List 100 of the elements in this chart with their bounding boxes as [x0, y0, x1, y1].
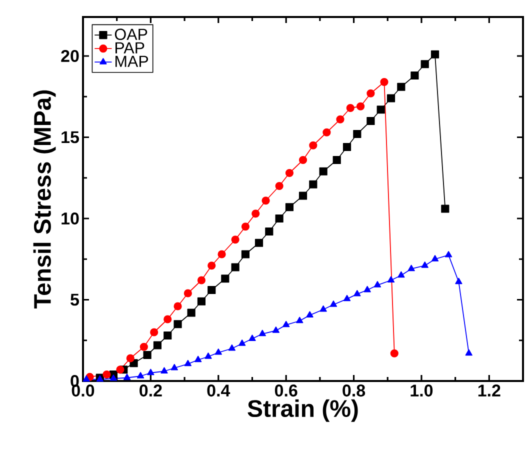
x-tick-label: 0.4: [207, 384, 230, 397]
point: [143, 350, 152, 360]
point: [164, 315, 172, 324]
point: [376, 106, 385, 114]
point: [238, 340, 246, 346]
point: [214, 348, 222, 355]
point: [309, 180, 318, 188]
point: [296, 316, 304, 324]
point: [174, 302, 182, 310]
point: [336, 115, 344, 124]
point: [136, 372, 144, 378]
point: [241, 222, 250, 231]
x-tick-label: 1.2: [478, 384, 500, 396]
point: [197, 297, 206, 306]
point: [380, 78, 388, 86]
point: [110, 374, 118, 381]
point: [275, 214, 284, 223]
point: [218, 250, 226, 258]
point: [187, 308, 196, 317]
point: [252, 210, 260, 218]
point: [298, 192, 308, 200]
point: [140, 342, 148, 351]
x-tick-label: 0.8: [342, 384, 366, 397]
point: [102, 370, 111, 379]
point: [262, 196, 270, 205]
point: [408, 264, 415, 272]
point: [322, 128, 331, 136]
point: [421, 262, 428, 268]
point: [170, 364, 178, 370]
point: [366, 89, 375, 98]
point: [431, 255, 439, 262]
point: [356, 102, 365, 110]
point: [353, 130, 362, 138]
point: [228, 344, 236, 351]
point: [126, 354, 134, 362]
point: [386, 94, 396, 102]
point: [174, 320, 182, 328]
point: [241, 250, 250, 258]
point: [160, 367, 168, 374]
point: [116, 366, 124, 374]
point: [320, 305, 327, 312]
point: [346, 104, 354, 112]
x-tick-label: 0.2: [140, 384, 162, 397]
point: [364, 286, 371, 292]
point: [398, 271, 405, 278]
point: [306, 311, 314, 318]
point: [366, 116, 375, 126]
x-axis-title: Strain (%): [248, 399, 358, 422]
legend-label: MAP: [115, 56, 148, 67]
point: [354, 290, 361, 296]
legend-label: PAP: [115, 42, 144, 54]
point: [150, 328, 158, 336]
point: [184, 360, 192, 366]
point: [194, 356, 202, 362]
point: [387, 276, 395, 282]
point: [248, 334, 256, 341]
point: [430, 50, 440, 58]
y-tick-label: 20: [61, 50, 79, 62]
point: [275, 182, 284, 190]
point: [374, 281, 382, 288]
point: [184, 289, 192, 298]
point: [231, 263, 240, 272]
point: [465, 349, 472, 356]
point: [164, 331, 172, 340]
legend-label: OAP: [114, 28, 148, 40]
x-tick-label: 0.0: [72, 384, 94, 397]
point: [390, 349, 398, 358]
point: [265, 227, 274, 236]
point: [343, 294, 351, 302]
point: [204, 352, 212, 359]
point: [455, 278, 462, 284]
point: [82, 375, 90, 382]
point: [285, 203, 294, 212]
point: [208, 262, 216, 270]
point: [258, 330, 266, 336]
point: [285, 168, 294, 178]
point: [272, 326, 280, 333]
point: [123, 374, 131, 380]
point: [332, 156, 341, 164]
point: [231, 236, 240, 244]
point: [441, 204, 450, 213]
point: [254, 238, 264, 247]
x-tick-label: 1.0: [410, 384, 433, 397]
y-tick-label: 15: [62, 131, 79, 144]
point: [197, 276, 206, 284]
point: [330, 300, 338, 307]
point: [298, 156, 308, 164]
y-axis-title: Tensil Stress (MPa): [33, 90, 56, 309]
point: [319, 167, 328, 176]
point: [309, 141, 318, 150]
y-tick-label: 5: [70, 294, 79, 306]
point: [342, 142, 352, 152]
point: [397, 82, 406, 91]
point: [221, 274, 230, 283]
point: [420, 60, 429, 68]
y-tick-label: 10: [62, 212, 79, 225]
point: [282, 320, 290, 328]
point: [208, 286, 216, 294]
point: [153, 341, 162, 350]
point: [147, 368, 154, 376]
